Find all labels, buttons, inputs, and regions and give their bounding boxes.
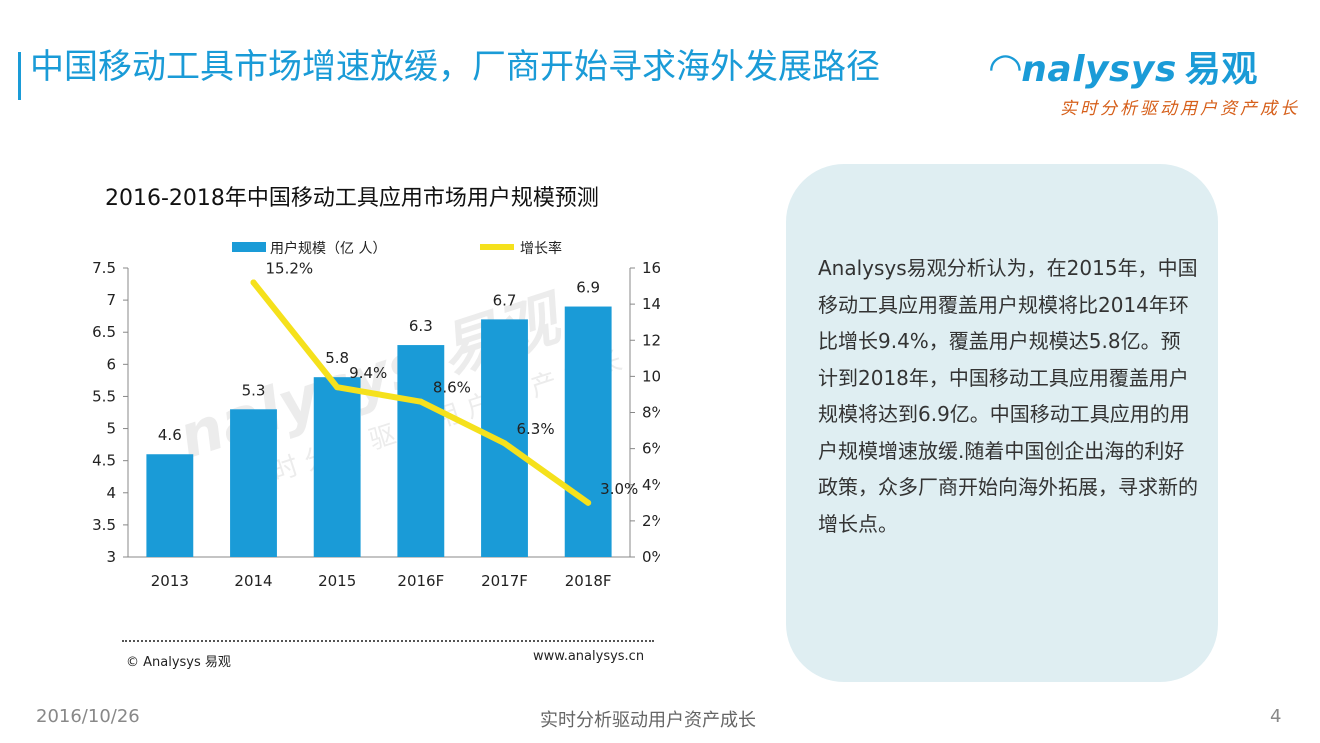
growth-point-2017F	[501, 440, 508, 447]
left-tick-label: 7.5	[92, 259, 116, 277]
left-tick-label: 6.5	[92, 323, 116, 341]
brand-logo-text: nalysys	[1021, 49, 1177, 90]
footer-date: 2016/10/26	[36, 706, 140, 727]
footer-tagline: 实时分析驱动用户资产成长	[540, 710, 756, 731]
right-tick-label: 8%	[642, 404, 660, 422]
line-label: 6.3%	[517, 420, 555, 438]
info-box	[786, 164, 1218, 682]
growth-point-2018F	[585, 499, 592, 506]
x-tick-label: 2013	[151, 572, 189, 590]
line-label: 3.0%	[600, 480, 638, 498]
left-tick-label: 5	[106, 420, 116, 438]
left-tick-label: 3.5	[92, 516, 116, 534]
left-tick-label: 3	[106, 548, 116, 566]
x-tick-label: 2014	[234, 572, 272, 590]
right-tick-label: 2%	[642, 512, 660, 530]
brand-slogan: 实时分析驱动用户资产成长	[1060, 99, 1300, 119]
right-tick-label: 4%	[642, 476, 660, 494]
right-tick-label: 0%	[642, 548, 660, 566]
left-tick-label: 5.5	[92, 387, 116, 405]
right-tick-label: 16%	[642, 259, 660, 277]
page-title: 中国移动工具市场增速放缓，厂商开始寻求海外发展路径	[30, 47, 880, 87]
growth-point-2016F	[417, 398, 424, 405]
growth-point-2014	[250, 279, 257, 286]
left-tick-label: 4	[106, 484, 116, 502]
bar-2013	[146, 454, 194, 557]
legend-line-label: 增长率	[520, 240, 562, 257]
brand-logo-cn: 易观	[1184, 49, 1258, 90]
right-tick-label: 14%	[642, 295, 660, 313]
line-label: 15.2%	[266, 259, 314, 277]
bar-label: 4.6	[158, 426, 182, 444]
legend-bar-swatch	[232, 242, 266, 252]
brand-logo: ◠nalysys 易观	[990, 40, 1300, 92]
bar-2018F	[564, 306, 612, 557]
left-tick-label: 4.5	[92, 452, 116, 470]
bar-2016F	[397, 345, 445, 557]
info-text: Analysys易观分析认为，在2015年，中国移动工具应用覆盖用户规模将比20…	[818, 256, 1198, 536]
x-tick-label: 2015	[318, 572, 356, 590]
x-tick-label: 2017F	[481, 572, 528, 590]
left-tick-label: 6	[106, 355, 116, 373]
right-tick-label: 10%	[642, 367, 660, 385]
bar-label: 5.3	[242, 381, 266, 399]
line-label: 9.4%	[349, 364, 387, 382]
x-tick-label: 2016F	[397, 572, 444, 590]
brand-logo-swoosh-icon: ◠	[990, 45, 1022, 91]
source-website[interactable]: www.analysys.cn	[533, 649, 645, 664]
source-divider	[122, 640, 654, 642]
left-tick-label: 7	[106, 291, 116, 309]
title-accent-bar	[18, 52, 21, 100]
bar-label: 6.9	[576, 279, 600, 297]
line-label: 8.6%	[433, 379, 471, 397]
brand-logo-block: ◠nalysys 易观 实时分析驱动用户资产成长	[990, 40, 1300, 120]
bar-2014	[230, 409, 277, 557]
bar-2015	[313, 377, 361, 557]
page-number: 4	[1270, 706, 1282, 727]
right-tick-label: 6%	[642, 440, 660, 458]
source-copyright: © Analysys 易观	[126, 655, 231, 670]
combo-chart: 3 3.5 4 4.5 5 5.5 6 6.5 7 7.5 0% 2% 4% 6% 8% 10% 12% 14% 1…	[92, 240, 660, 590]
bar-label: 6.7	[493, 291, 517, 309]
bar-label: 5.8	[325, 349, 349, 367]
chart-title: 2016-2018年中国移动工具应用市场用户规模预测	[105, 186, 599, 211]
x-tick-label: 2018F	[565, 572, 612, 590]
right-tick-label: 12%	[642, 331, 660, 349]
bar-label: 6.3	[409, 317, 433, 335]
legend-bar-label: 用户规模（亿 人）	[270, 240, 386, 257]
growth-point-2015	[334, 384, 341, 391]
